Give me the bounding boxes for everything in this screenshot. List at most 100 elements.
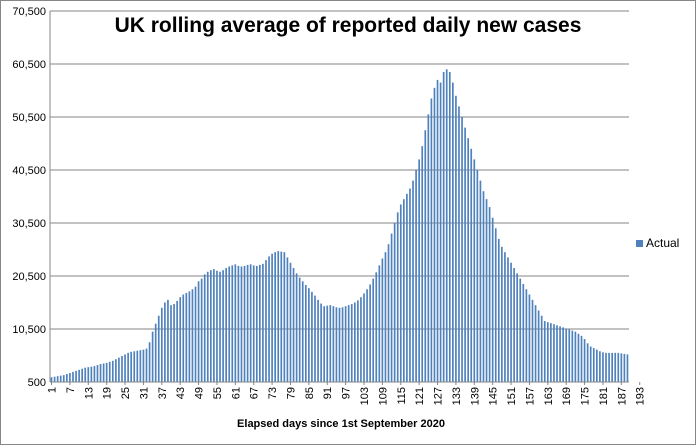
- bar: [608, 352, 610, 382]
- legend-label: Actual: [646, 236, 680, 250]
- bar: [304, 285, 307, 382]
- bar: [415, 170, 417, 382]
- bar: [350, 304, 353, 382]
- bar: [372, 278, 375, 382]
- bar: [56, 376, 59, 382]
- y-tick-label: 10,500: [12, 324, 46, 336]
- y-tick-label: 70,500: [12, 6, 46, 18]
- bar: [160, 307, 163, 382]
- bar: [206, 271, 209, 382]
- bar: [167, 299, 169, 382]
- bar: [252, 265, 255, 382]
- bar: [344, 306, 347, 382]
- bar: [154, 323, 157, 382]
- bar: [605, 352, 607, 382]
- bar: [568, 329, 571, 382]
- x-tick-label: 151: [506, 387, 518, 405]
- bar: [357, 300, 359, 382]
- bar: [470, 148, 473, 382]
- bar: [599, 351, 601, 382]
- bar: [50, 377, 53, 382]
- legend: Actual: [636, 236, 679, 250]
- y-tick-label: 40,500: [12, 165, 46, 177]
- bar: [418, 159, 420, 382]
- bar: [136, 350, 139, 382]
- bar: [528, 294, 531, 382]
- bar: [626, 354, 629, 382]
- y-tick-label: 30,500: [12, 218, 46, 230]
- bar: [406, 193, 408, 382]
- bar: [191, 289, 194, 382]
- bar: [69, 372, 71, 382]
- bar: [479, 180, 482, 382]
- bar: [108, 361, 111, 382]
- bar: [228, 266, 231, 382]
- x-tick-label: 25: [120, 387, 132, 399]
- x-tick-label: 175: [580, 387, 592, 405]
- x-tick-label: 97: [341, 387, 353, 399]
- bar: [556, 325, 558, 382]
- bar: [565, 328, 568, 382]
- y-tick-label: 50,500: [12, 112, 46, 124]
- y-tick-label: 20,500: [12, 271, 46, 283]
- bar: [488, 207, 491, 382]
- bar: [553, 324, 555, 382]
- bar: [623, 353, 626, 382]
- bar: [124, 354, 126, 382]
- bar: [105, 362, 108, 382]
- bar: [360, 297, 362, 382]
- bar: [255, 265, 258, 382]
- bar: [157, 315, 160, 382]
- bar: [219, 271, 221, 382]
- x-tick-label: 187: [616, 387, 628, 405]
- bar: [145, 348, 148, 382]
- bar: [246, 264, 249, 382]
- x-tick-label: 19: [102, 387, 114, 399]
- bar: [295, 273, 298, 382]
- bar: [194, 286, 197, 382]
- x-tick-label: 109: [377, 387, 389, 405]
- bar: [93, 366, 96, 382]
- bar: [467, 138, 470, 382]
- bar: [586, 343, 589, 382]
- x-tick-label: 121: [414, 387, 426, 405]
- bar: [209, 270, 212, 382]
- bar: [298, 277, 301, 382]
- bar: [274, 252, 277, 382]
- bar: [537, 310, 540, 382]
- bar: [301, 281, 304, 382]
- bar: [90, 366, 93, 382]
- bar: [216, 270, 218, 382]
- x-tick-label: 181: [598, 387, 610, 405]
- bar: [531, 299, 534, 382]
- bar: [369, 284, 371, 382]
- bar: [445, 69, 448, 383]
- y-tick-label: 60,500: [12, 59, 46, 71]
- bar: [399, 204, 402, 382]
- bar: [384, 252, 387, 382]
- bar: [614, 352, 617, 382]
- bar: [381, 258, 384, 382]
- bar: [494, 228, 497, 382]
- bar: [148, 342, 151, 382]
- x-tick-label: 139: [469, 387, 481, 405]
- bar: [222, 270, 224, 382]
- bar: [323, 306, 326, 382]
- x-tick-label: 169: [561, 387, 573, 405]
- bar: [525, 289, 528, 382]
- bar: [115, 359, 117, 382]
- bar: [589, 346, 592, 382]
- bar: [347, 305, 350, 382]
- bar: [387, 244, 390, 382]
- bar: [455, 95, 457, 383]
- bar: [504, 252, 506, 382]
- bar: [510, 262, 512, 382]
- bar: [99, 363, 102, 382]
- bar: [53, 376, 56, 382]
- bar: [534, 305, 537, 382]
- bar: [311, 291, 313, 382]
- bar: [602, 352, 604, 382]
- x-tick-label: 61: [230, 387, 242, 399]
- bar: [289, 262, 292, 382]
- bar: [402, 199, 405, 382]
